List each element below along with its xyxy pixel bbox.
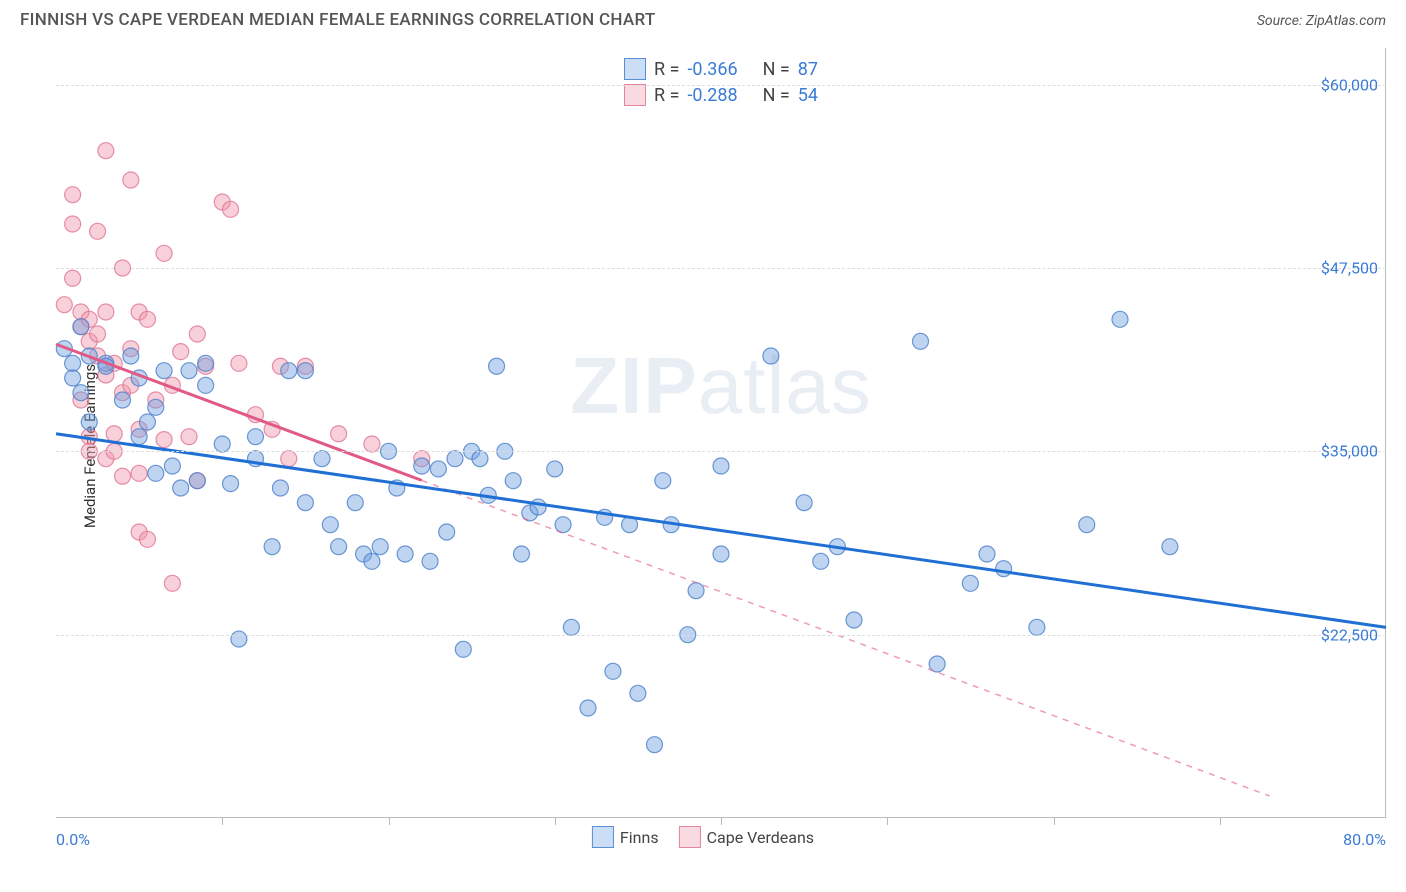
gridline	[56, 451, 1386, 452]
x-axis-max-label: 80.0%	[1343, 830, 1386, 849]
correlation-row-blue: R = -0.366 N = 87	[624, 56, 818, 82]
swatch-blue-icon	[592, 826, 614, 848]
x-tick	[555, 817, 556, 825]
swatch-blue-icon	[624, 58, 646, 80]
legend-label: Finns	[620, 828, 659, 847]
x-tick	[721, 817, 722, 825]
y-tick-label: $22,500	[1321, 625, 1378, 644]
correlation-row-pink: R = -0.288 N = 54	[624, 82, 818, 108]
gridline	[56, 85, 1386, 86]
gridline	[56, 268, 1386, 269]
correlation-legend: R = -0.366 N = 87 R = -0.288 N = 54	[614, 52, 828, 112]
series-legend: Finns Cape Verdeans	[592, 826, 814, 848]
swatch-pink-icon	[624, 84, 646, 106]
x-tick	[887, 817, 888, 825]
source-credit: Source: ZipAtlas.com	[1257, 13, 1386, 29]
legend-item-finns: Finns	[592, 826, 659, 848]
legend-item-capeverdeans: Cape Verdeans	[679, 826, 814, 848]
page-title: FINNISH VS CAPE VERDEAN MEDIAN FEMALE EA…	[20, 10, 656, 30]
scatter-chart: ZIPatlas R = -0.366 N = 87 R = -0.288 N …	[56, 48, 1386, 818]
x-tick	[222, 817, 223, 825]
x-axis-min-label: 0.0%	[56, 830, 90, 849]
plot-svg	[56, 48, 1386, 817]
x-tick	[1054, 817, 1055, 825]
x-tick	[1220, 817, 1221, 825]
swatch-pink-icon	[679, 826, 701, 848]
y-tick-label: $35,000	[1321, 442, 1378, 461]
x-tick	[389, 817, 390, 825]
y-tick-label: $60,000	[1321, 75, 1378, 94]
gridline	[56, 635, 1386, 636]
legend-label: Cape Verdeans	[707, 828, 814, 847]
y-tick-label: $47,500	[1321, 259, 1378, 278]
